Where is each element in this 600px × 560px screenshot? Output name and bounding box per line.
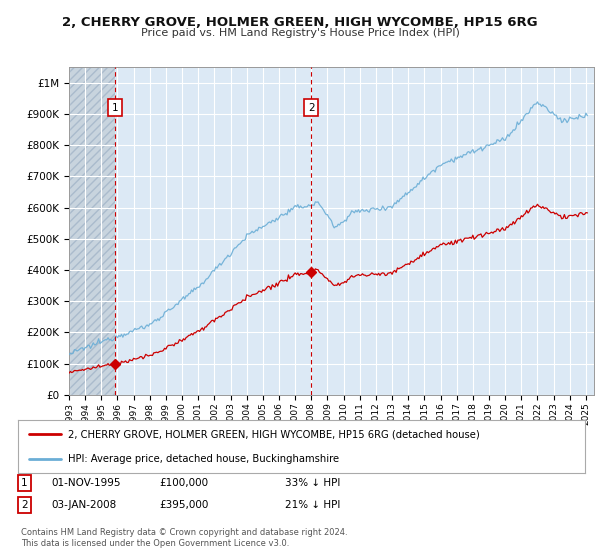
Text: 2, CHERRY GROVE, HOLMER GREEN, HIGH WYCOMBE, HP15 6RG (detached house): 2, CHERRY GROVE, HOLMER GREEN, HIGH WYCO… — [68, 430, 479, 440]
Text: 1: 1 — [21, 478, 28, 488]
Text: 01-NOV-1995: 01-NOV-1995 — [51, 478, 121, 488]
Text: 2: 2 — [21, 500, 28, 510]
Text: 03-JAN-2008: 03-JAN-2008 — [51, 500, 116, 510]
Text: 2: 2 — [308, 103, 314, 113]
Text: 21% ↓ HPI: 21% ↓ HPI — [285, 500, 340, 510]
Text: 33% ↓ HPI: 33% ↓ HPI — [285, 478, 340, 488]
Text: HPI: Average price, detached house, Buckinghamshire: HPI: Average price, detached house, Buck… — [68, 454, 339, 464]
Text: Contains HM Land Registry data © Crown copyright and database right 2024.
This d: Contains HM Land Registry data © Crown c… — [21, 528, 347, 548]
Bar — [69, 67, 115, 395]
Text: £395,000: £395,000 — [159, 500, 208, 510]
Text: Price paid vs. HM Land Registry's House Price Index (HPI): Price paid vs. HM Land Registry's House … — [140, 28, 460, 38]
Text: £100,000: £100,000 — [159, 478, 208, 488]
Text: 2, CHERRY GROVE, HOLMER GREEN, HIGH WYCOMBE, HP15 6RG: 2, CHERRY GROVE, HOLMER GREEN, HIGH WYCO… — [62, 16, 538, 29]
Text: 1: 1 — [112, 103, 118, 113]
